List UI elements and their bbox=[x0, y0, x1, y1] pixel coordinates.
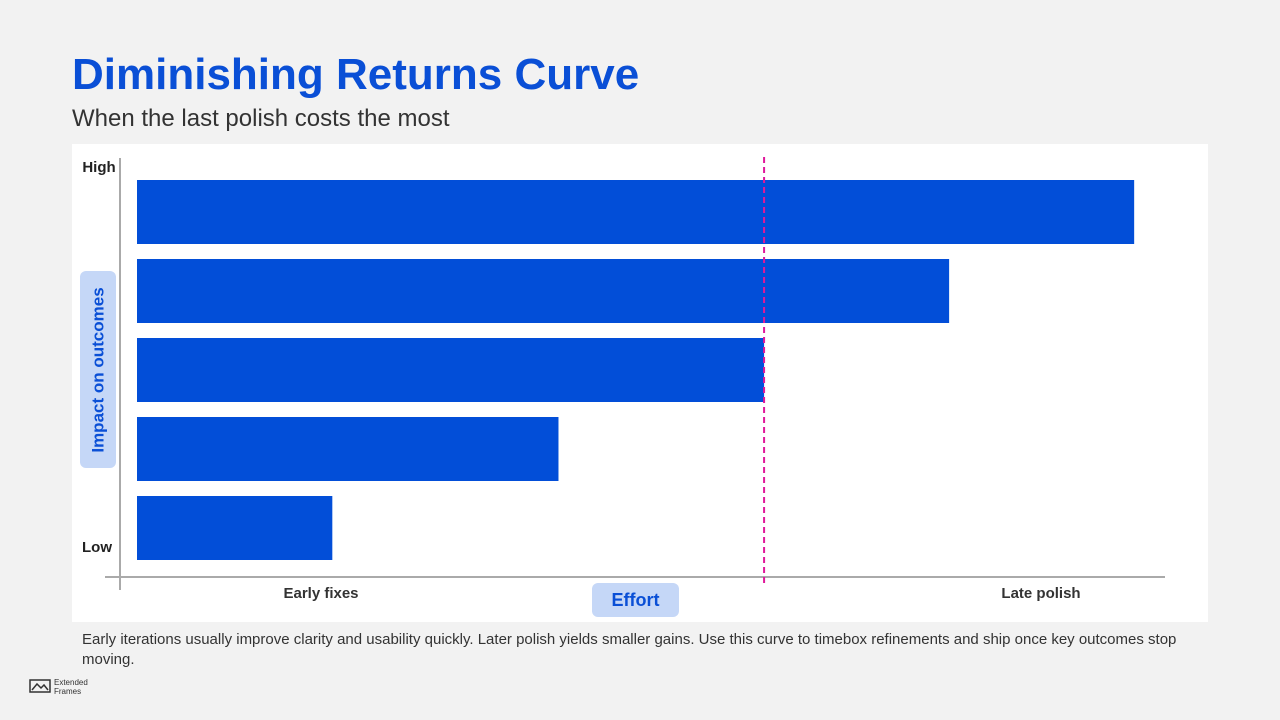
title: Diminishing Returns Curve bbox=[72, 50, 640, 99]
brand-icon bbox=[29, 679, 51, 693]
x-axis-label: Late polish bbox=[1001, 585, 1080, 602]
y-axis-label: High bbox=[82, 159, 115, 176]
footnote: Early iterations usually improve clarity… bbox=[82, 631, 1177, 668]
brand: Extended Frames bbox=[54, 678, 88, 696]
bar bbox=[137, 417, 559, 481]
bar bbox=[137, 259, 950, 323]
bar bbox=[137, 338, 765, 402]
y-axis-title: Impact on outcomes bbox=[88, 287, 107, 452]
x-axis-label: Early fixes bbox=[283, 585, 358, 602]
bar bbox=[137, 496, 333, 560]
subtitle: When the last polish costs the most bbox=[72, 105, 450, 132]
x-title-pill bbox=[592, 583, 679, 617]
x-axis-title: Effort bbox=[612, 590, 660, 610]
bar bbox=[137, 180, 1135, 244]
y-axis-label: Low bbox=[82, 539, 112, 556]
y-title-pill bbox=[80, 271, 116, 468]
